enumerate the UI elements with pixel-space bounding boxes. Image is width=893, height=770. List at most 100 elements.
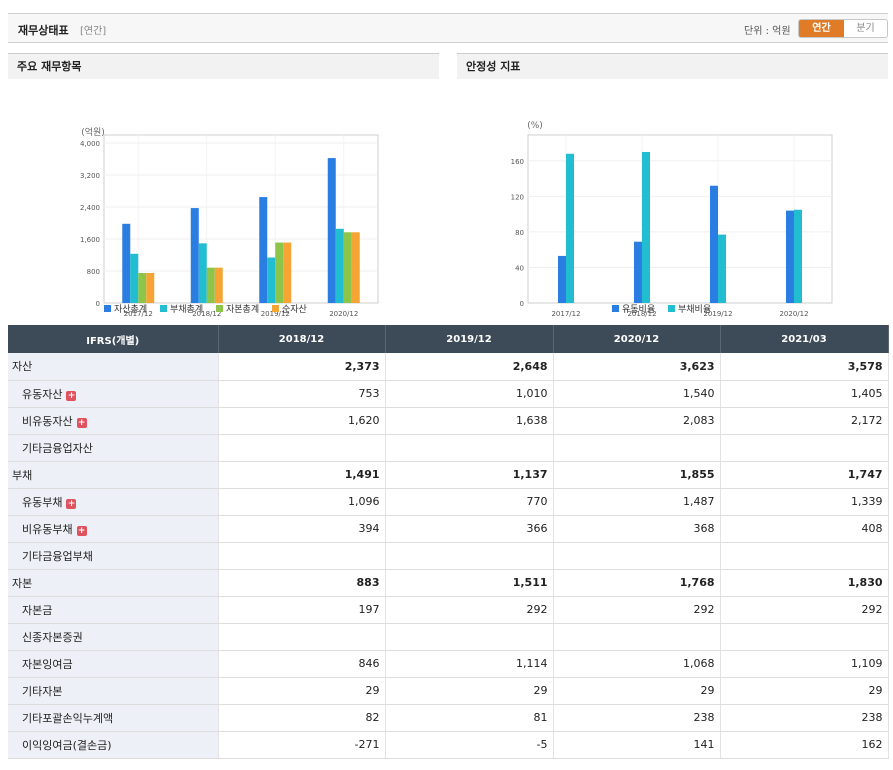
table-cell	[553, 623, 721, 651]
table-row: 기타자본 29 29 29 29	[8, 677, 889, 705]
bar	[283, 242, 292, 303]
table-cell: 1,620	[218, 407, 386, 435]
x-tick-label: 2019/12	[261, 310, 290, 318]
bar	[190, 208, 199, 303]
table-cell: 1,096	[218, 488, 386, 516]
table-cell	[218, 434, 386, 462]
table-cell: 1,747	[720, 461, 889, 489]
bar	[794, 209, 802, 303]
column-header: 2020/12	[553, 325, 721, 353]
row-label: 신종자본증권	[8, 623, 219, 651]
table-cell: 1,511	[385, 569, 554, 597]
financial-items-chart: (억원) 0 800 1,600 2,400 3,200 4,000 2017/12 2018/…	[80, 126, 379, 318]
bar	[275, 242, 284, 303]
row-label-text: 기타금융업자산	[22, 441, 93, 455]
table-cell: 770	[385, 488, 554, 516]
y-tick-label: 40	[515, 264, 524, 272]
row-label-text: 기타포괄손익누계액	[22, 711, 114, 725]
bar	[198, 243, 207, 303]
row-label-text: 기타금융업부채	[22, 549, 93, 563]
table-cell: 2,648	[385, 353, 554, 381]
row-label-text: 신종자본증권	[22, 630, 83, 644]
x-tick-label: 2019/12	[703, 310, 732, 318]
table-cell	[720, 434, 889, 462]
row-label: 기타금융업자산	[8, 434, 219, 462]
bar	[558, 255, 566, 303]
expand-plus-icon[interactable]: +	[66, 498, 77, 509]
y-tick-label: 160	[511, 158, 524, 166]
table-cell: 846	[218, 650, 386, 678]
row-label: 기타자본	[8, 677, 219, 705]
row-label: 기타금융업부채	[8, 542, 219, 570]
legend-swatch	[160, 305, 167, 312]
legend-swatch	[272, 305, 279, 312]
expand-plus-icon[interactable]: +	[66, 390, 77, 401]
row-label: 자본금	[8, 596, 219, 624]
row-label-text: 유동부채	[22, 495, 63, 509]
legend-swatch	[668, 305, 675, 312]
y-tick-label: 800	[87, 268, 100, 276]
y-tick-label: 120	[511, 193, 524, 201]
row-label: 자본잉여금	[8, 650, 219, 678]
legend-label: 순자산	[282, 304, 307, 315]
stability-chart: (%) 0 40 80 120 160 2017/12 2018/12 2019/12 2020/…	[511, 121, 833, 318]
x-tick-label: 2017/12	[551, 310, 580, 318]
quarter-button[interactable]: 분기	[856, 23, 875, 34]
table-row: 신종자본증권	[8, 623, 889, 651]
column-header: 2019/12	[385, 325, 554, 353]
table-cell	[553, 434, 721, 462]
table-cell: 1,638	[385, 407, 554, 435]
table-cell	[385, 542, 554, 570]
plot-frame	[103, 134, 379, 304]
table-cell: 238	[720, 704, 889, 732]
financial-items-title: 주요 재무항목	[8, 54, 439, 79]
table-cell: 883	[218, 569, 386, 597]
expand-plus-icon[interactable]: +	[76, 525, 87, 536]
row-label-text: 비유동자산	[22, 414, 73, 428]
row-label: 비유동부채 +	[8, 515, 219, 543]
table-cell: 366	[385, 515, 554, 543]
row-label: 자본	[8, 569, 219, 597]
table-cell: 3,623	[553, 353, 721, 381]
table-cell: 29	[553, 677, 721, 705]
table-cell: 1,137	[385, 461, 554, 489]
bar	[214, 267, 223, 303]
x-tick-label: 2018/12	[627, 310, 656, 318]
unit-label: 단위 : 억원	[744, 26, 791, 37]
table-row: 비유동자산 +1,620 1,638 2,083 2,172	[8, 407, 889, 435]
table-cell: 368	[553, 515, 721, 543]
row-label-text: 부채	[12, 468, 33, 482]
y-tick-label: 0	[520, 300, 524, 308]
stability-panel: 안정성 지표 (%) 0 40 80 120 160 2017/12 2018/12 2019/…	[457, 53, 888, 325]
y-tick-label: 1,600	[80, 236, 100, 244]
table-row: 비유동부채 +394 366 368 408	[8, 515, 889, 543]
table-row: 기타포괄손익누계액 82 81 238 238	[8, 704, 889, 732]
table-cell: 1,010	[385, 380, 554, 408]
bar	[642, 151, 650, 303]
bar	[327, 158, 336, 303]
row-label: 이익잉여금(결손금)	[8, 731, 219, 759]
expand-plus-icon[interactable]: +	[76, 417, 87, 428]
row-label-text: 자본잉여금	[22, 657, 73, 671]
y-tick-label: 3,200	[80, 172, 100, 180]
table-cell: 2,373	[218, 353, 386, 381]
table-cell	[720, 623, 889, 651]
bar	[710, 185, 718, 303]
row-label: 자산	[8, 353, 219, 381]
table-row: 자본잉여금 846 1,114 1,068 1,109	[8, 650, 889, 678]
bar	[566, 153, 574, 303]
bar	[206, 267, 215, 303]
table-cell: 29	[385, 677, 554, 705]
table-corner-header: IFRS(개별)	[8, 325, 219, 353]
section-header: 재무상태표 [연간] 단위 : 억원 연간 분기	[8, 13, 888, 43]
y-tick-label: 4,000	[80, 140, 100, 148]
table-cell	[218, 542, 386, 570]
period-toggle: 연간 분기	[798, 19, 888, 38]
table-cell: 29	[720, 677, 889, 705]
table-cell: 81	[385, 704, 554, 732]
column-header: 2021/03	[720, 325, 889, 353]
table-row: 부채 1,491 1,137 1,855 1,747	[8, 461, 889, 489]
annual-button[interactable]: 연간	[799, 20, 844, 37]
section-subtitle: [연간]	[80, 26, 107, 37]
table-cell: 753	[218, 380, 386, 408]
